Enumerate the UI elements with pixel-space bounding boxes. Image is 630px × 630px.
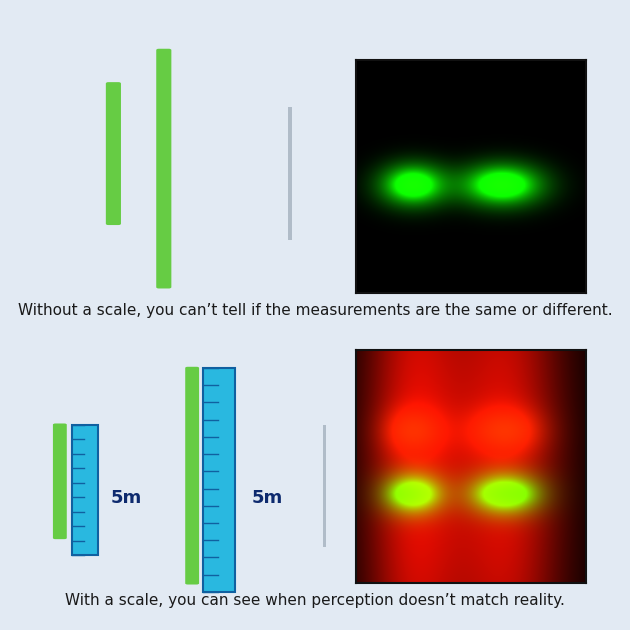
FancyBboxPatch shape <box>185 367 199 585</box>
Bar <box>323 425 326 547</box>
FancyBboxPatch shape <box>156 49 171 289</box>
Bar <box>288 107 292 241</box>
Text: 5m: 5m <box>252 490 284 507</box>
Bar <box>203 368 235 592</box>
Text: 5m: 5m <box>110 490 142 507</box>
FancyBboxPatch shape <box>106 82 121 225</box>
Text: Without a scale, you can’t tell if the measurements are the same or different.: Without a scale, you can’t tell if the m… <box>18 303 612 318</box>
FancyBboxPatch shape <box>53 423 67 539</box>
Text: With a scale, you can see when perception doesn’t match reality.: With a scale, you can see when perceptio… <box>65 593 565 608</box>
Bar <box>72 425 98 555</box>
